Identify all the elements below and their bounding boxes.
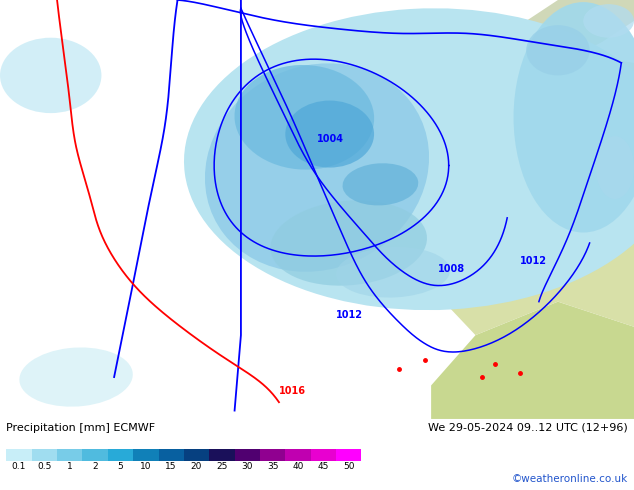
Text: 1: 1 bbox=[67, 462, 73, 471]
Ellipse shape bbox=[596, 136, 634, 199]
Bar bbox=[336, 449, 361, 461]
Bar bbox=[209, 449, 235, 461]
Bar bbox=[285, 449, 311, 461]
Text: 1016: 1016 bbox=[279, 386, 306, 396]
Text: 30: 30 bbox=[242, 462, 253, 471]
Text: 20: 20 bbox=[191, 462, 202, 471]
Bar bbox=[260, 449, 285, 461]
Bar bbox=[158, 449, 184, 461]
Bar bbox=[108, 449, 133, 461]
Text: 1004: 1004 bbox=[317, 134, 344, 145]
Bar bbox=[235, 449, 260, 461]
Text: We 29-05-2024 09..12 UTC (12+96): We 29-05-2024 09..12 UTC (12+96) bbox=[428, 422, 628, 433]
Polygon shape bbox=[444, 210, 634, 335]
Ellipse shape bbox=[514, 2, 634, 233]
Text: 35: 35 bbox=[267, 462, 278, 471]
Ellipse shape bbox=[526, 25, 590, 75]
Bar bbox=[32, 449, 57, 461]
Polygon shape bbox=[431, 50, 634, 260]
Ellipse shape bbox=[205, 63, 429, 272]
Ellipse shape bbox=[184, 8, 634, 310]
Text: 1012: 1012 bbox=[520, 256, 547, 266]
Text: 1012: 1012 bbox=[336, 310, 363, 320]
Text: 2: 2 bbox=[93, 462, 98, 471]
Ellipse shape bbox=[336, 247, 450, 297]
Text: 0.5: 0.5 bbox=[37, 462, 51, 471]
Text: 50: 50 bbox=[343, 462, 354, 471]
Ellipse shape bbox=[235, 65, 374, 170]
Text: 45: 45 bbox=[318, 462, 329, 471]
Bar bbox=[133, 449, 158, 461]
Bar bbox=[6, 449, 32, 461]
Polygon shape bbox=[431, 302, 634, 419]
Ellipse shape bbox=[342, 163, 418, 205]
Bar bbox=[57, 449, 82, 461]
Text: Precipitation [mm] ECMWF: Precipitation [mm] ECMWF bbox=[6, 422, 155, 433]
Text: 0.1: 0.1 bbox=[12, 462, 26, 471]
Text: ©weatheronline.co.uk: ©weatheronline.co.uk bbox=[512, 474, 628, 484]
Text: 10: 10 bbox=[140, 462, 152, 471]
Text: 1008: 1008 bbox=[437, 264, 465, 274]
Text: 5: 5 bbox=[117, 462, 124, 471]
Text: 40: 40 bbox=[292, 462, 304, 471]
Ellipse shape bbox=[271, 200, 427, 286]
Polygon shape bbox=[495, 0, 634, 75]
Polygon shape bbox=[361, 449, 368, 461]
Bar bbox=[82, 449, 108, 461]
Ellipse shape bbox=[285, 100, 374, 168]
Bar bbox=[184, 449, 209, 461]
Ellipse shape bbox=[583, 4, 634, 38]
Ellipse shape bbox=[20, 347, 133, 407]
Ellipse shape bbox=[0, 38, 101, 113]
Text: 15: 15 bbox=[165, 462, 177, 471]
Text: 25: 25 bbox=[216, 462, 228, 471]
Bar bbox=[311, 449, 336, 461]
